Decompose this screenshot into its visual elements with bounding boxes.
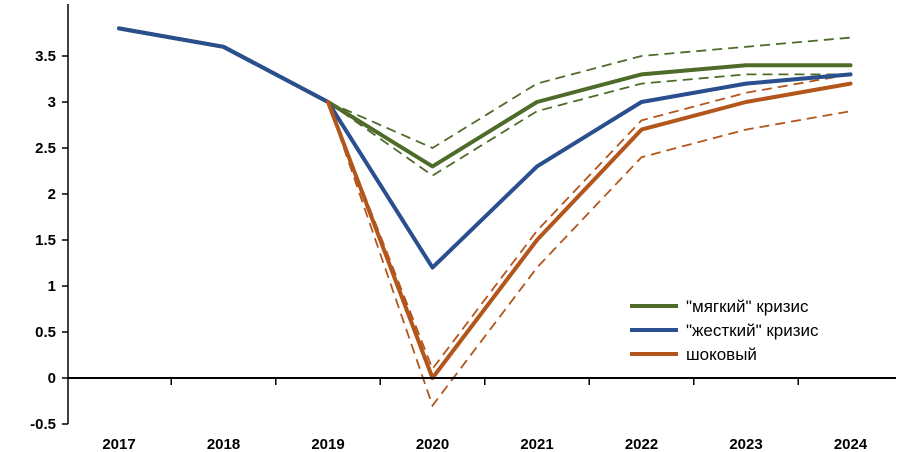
x-tick-label: 2019 <box>311 436 344 452</box>
legend-label: "жесткий" кризис <box>686 321 819 340</box>
dashed-band-line-2 <box>327 73 851 371</box>
y-tick-label: 1.5 <box>35 232 56 249</box>
series-line-2 <box>326 81 853 380</box>
y-tick-label: -0.5 <box>30 416 56 433</box>
x-tick-label: 2018 <box>207 436 240 452</box>
y-tick-label: 0 <box>48 370 56 387</box>
series-lines <box>117 26 853 380</box>
x-tick-label: 2021 <box>520 436 553 452</box>
dashed-band-line-1 <box>327 73 851 177</box>
legend: "мягкий" кризис "жесткий" кризис шоковый <box>630 297 819 364</box>
dashed-band-line-0 <box>327 36 851 150</box>
series-line-1 <box>117 26 853 270</box>
dashed-bands <box>327 36 851 408</box>
x-tick-label: 2023 <box>729 436 762 452</box>
tick-labels: -0.5 0 0.5 1 1.5 2 2.5 3 3.5 2017 2018 2019 2020 2021… <box>30 48 868 452</box>
x-tick-label: 2024 <box>834 436 868 452</box>
x-tick-label: 2020 <box>416 436 449 452</box>
x-tick-label: 2017 <box>102 436 135 452</box>
y-tick-label: 1 <box>48 278 56 295</box>
x-tick-label: 2022 <box>625 436 658 452</box>
y-tick-label: 3 <box>48 94 56 111</box>
y-tick-label: 0.5 <box>35 324 56 341</box>
y-tick-label: 3.5 <box>35 48 56 65</box>
legend-label: "мягкий" кризис <box>686 297 809 316</box>
axes <box>62 4 896 425</box>
y-tick-label: 2.5 <box>35 140 56 157</box>
dashed-band-line-3 <box>327 101 851 408</box>
legend-label: шоковый <box>686 345 757 364</box>
y-tick-label: 2 <box>48 186 56 203</box>
